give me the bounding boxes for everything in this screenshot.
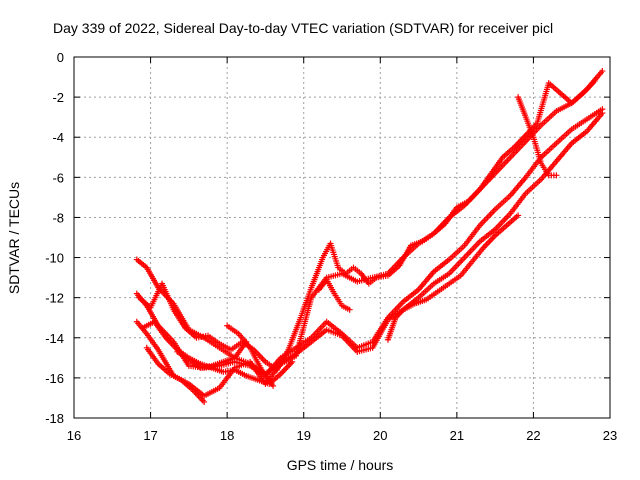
- data-point: [515, 212, 522, 219]
- series-track-10: [384, 212, 522, 343]
- y-tick-label: -14: [45, 331, 64, 346]
- x-tick-label: 18: [220, 428, 234, 443]
- plot-frame: [73, 56, 611, 419]
- x-tick-label: 19: [296, 428, 310, 443]
- data-point: [346, 306, 353, 313]
- series-track-9: [316, 276, 353, 313]
- series-track-8: [224, 322, 277, 389]
- series-track-4: [136, 78, 598, 373]
- chart-title: Day 339 of 2022, Sidereal Day-to-day VTE…: [53, 20, 553, 36]
- x-tick-label: 21: [450, 428, 464, 443]
- y-tick-label: -6: [52, 170, 64, 185]
- data-point: [270, 382, 277, 389]
- y-tick-label: 0: [57, 50, 64, 65]
- x-tick-label: 23: [603, 428, 617, 443]
- grid-lines: [74, 57, 610, 418]
- x-tick-label: 16: [67, 428, 81, 443]
- y-tick-label: -12: [45, 291, 64, 306]
- y-tick-label: -8: [52, 210, 64, 225]
- x-tick-labels: 16 17 18 19 20 21 22 23: [67, 428, 617, 443]
- data-point: [599, 68, 606, 75]
- y-tick-label: -18: [45, 411, 64, 426]
- data-point: [599, 106, 606, 113]
- axis-ticks: [73, 56, 611, 419]
- x-tick-label: 17: [143, 428, 157, 443]
- data-point: [591, 78, 598, 85]
- series-track-6: [143, 344, 208, 405]
- y-axis-title: SDTVAR / TECUs: [6, 182, 22, 294]
- y-tick-label: -4: [52, 130, 64, 145]
- y-tick-labels: 0 -2 -4 -6 -8 -10 -12 -14 -16 -18: [45, 50, 64, 426]
- data-points: [133, 68, 606, 405]
- y-tick-label: -16: [45, 371, 64, 386]
- y-tick-label: -10: [45, 251, 64, 266]
- data-point: [201, 398, 208, 405]
- series-track-7: [174, 338, 250, 371]
- x-tick-label: 20: [373, 428, 387, 443]
- data-point: [553, 172, 560, 179]
- series-track-11: [515, 94, 560, 179]
- y-tick-label: -2: [52, 90, 64, 105]
- x-axis-title: GPS time / hours: [287, 457, 394, 473]
- x-tick-label: 22: [526, 428, 540, 443]
- data-point: [289, 358, 296, 365]
